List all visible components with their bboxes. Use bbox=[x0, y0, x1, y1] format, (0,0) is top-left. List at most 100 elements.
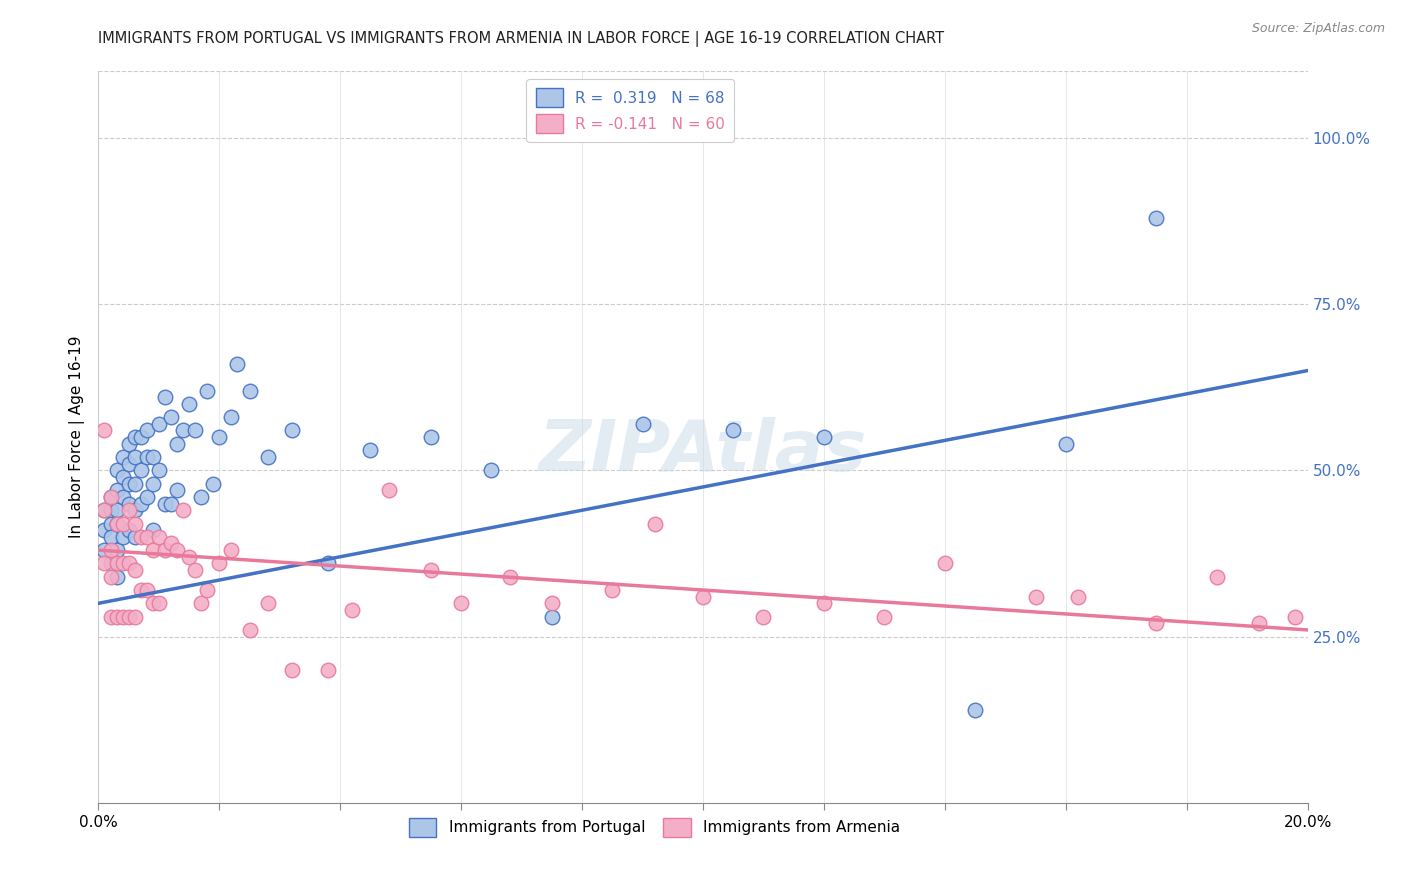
Point bbox=[135, 424, 157, 438]
Point bbox=[129, 430, 152, 444]
Point bbox=[450, 596, 472, 610]
Point bbox=[93, 523, 115, 537]
Point bbox=[172, 424, 194, 438]
Point bbox=[965, 703, 987, 717]
Text: ZIPAtlas: ZIPAtlas bbox=[538, 417, 868, 486]
Point bbox=[153, 497, 176, 511]
Point bbox=[118, 503, 141, 517]
Point bbox=[105, 516, 128, 531]
Y-axis label: In Labor Force | Age 16-19: In Labor Force | Age 16-19 bbox=[69, 335, 84, 539]
Point bbox=[202, 476, 225, 491]
Point bbox=[190, 596, 212, 610]
Point bbox=[148, 463, 170, 477]
Point bbox=[129, 582, 152, 597]
Point bbox=[360, 443, 382, 458]
Point bbox=[124, 530, 146, 544]
Point bbox=[226, 357, 249, 371]
Point bbox=[129, 463, 152, 477]
Point bbox=[111, 530, 134, 544]
Point bbox=[221, 410, 243, 425]
Point bbox=[124, 516, 146, 531]
Point bbox=[1024, 590, 1046, 604]
Point bbox=[100, 503, 122, 517]
Point bbox=[179, 397, 201, 411]
Point bbox=[118, 457, 141, 471]
Point bbox=[160, 497, 183, 511]
Point bbox=[631, 417, 654, 431]
Point bbox=[118, 476, 141, 491]
Point bbox=[540, 609, 562, 624]
Point bbox=[100, 516, 122, 531]
Point bbox=[111, 470, 134, 484]
Point bbox=[256, 450, 278, 464]
Point bbox=[142, 450, 165, 464]
Point bbox=[100, 609, 122, 624]
Point bbox=[281, 663, 304, 677]
Point bbox=[813, 430, 835, 444]
Point bbox=[105, 570, 128, 584]
Point bbox=[540, 596, 562, 610]
Point bbox=[148, 417, 170, 431]
Point bbox=[602, 582, 624, 597]
Point bbox=[153, 543, 176, 558]
Point bbox=[256, 596, 278, 610]
Point bbox=[124, 476, 146, 491]
Point bbox=[377, 483, 399, 498]
Point bbox=[93, 503, 115, 517]
Point bbox=[135, 490, 157, 504]
Point bbox=[124, 503, 146, 517]
Point bbox=[1054, 436, 1077, 450]
Point bbox=[1284, 609, 1306, 624]
Point bbox=[111, 490, 134, 504]
Point bbox=[111, 609, 134, 624]
Point bbox=[184, 424, 207, 438]
Point bbox=[118, 497, 141, 511]
Point bbox=[129, 497, 152, 511]
Point bbox=[135, 450, 157, 464]
Point bbox=[692, 590, 714, 604]
Point bbox=[813, 596, 835, 610]
Point bbox=[135, 582, 157, 597]
Point bbox=[723, 424, 745, 438]
Point bbox=[281, 424, 304, 438]
Point bbox=[498, 570, 520, 584]
Point bbox=[239, 384, 262, 398]
Point bbox=[124, 430, 146, 444]
Point bbox=[1144, 211, 1167, 225]
Point bbox=[160, 410, 183, 425]
Point bbox=[166, 483, 188, 498]
Text: IMMIGRANTS FROM PORTUGAL VS IMMIGRANTS FROM ARMENIA IN LABOR FORCE | AGE 16-19 C: IMMIGRANTS FROM PORTUGAL VS IMMIGRANTS F… bbox=[98, 31, 945, 47]
Point bbox=[105, 503, 128, 517]
Point bbox=[124, 563, 146, 577]
Point bbox=[111, 516, 134, 531]
Point bbox=[1067, 590, 1090, 604]
Point bbox=[142, 543, 165, 558]
Point bbox=[148, 596, 170, 610]
Text: Source: ZipAtlas.com: Source: ZipAtlas.com bbox=[1251, 22, 1385, 36]
Point bbox=[752, 609, 775, 624]
Point bbox=[142, 523, 165, 537]
Point bbox=[172, 503, 194, 517]
Point bbox=[142, 596, 165, 610]
Point bbox=[124, 609, 146, 624]
Point bbox=[195, 582, 218, 597]
Point bbox=[118, 557, 141, 571]
Point bbox=[166, 543, 188, 558]
Point bbox=[342, 603, 364, 617]
Point bbox=[934, 557, 956, 571]
Point bbox=[153, 390, 176, 404]
Point bbox=[135, 530, 157, 544]
Point bbox=[105, 516, 128, 531]
Point bbox=[420, 563, 443, 577]
Point bbox=[129, 530, 152, 544]
Point bbox=[100, 530, 122, 544]
Point bbox=[111, 557, 134, 571]
Point bbox=[1144, 616, 1167, 631]
Point bbox=[100, 490, 122, 504]
Point bbox=[142, 476, 165, 491]
Point bbox=[195, 384, 218, 398]
Legend: Immigrants from Portugal, Immigrants from Armenia: Immigrants from Portugal, Immigrants fro… bbox=[404, 812, 907, 843]
Point bbox=[208, 430, 231, 444]
Point bbox=[316, 557, 339, 571]
Point bbox=[148, 530, 170, 544]
